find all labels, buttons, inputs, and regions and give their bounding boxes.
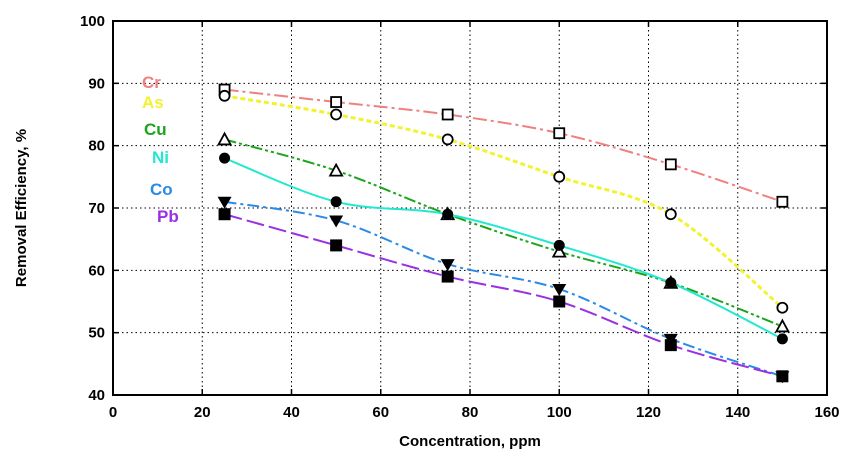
data-point-cu [217,131,233,146]
legend-label-co: Co [150,180,173,199]
legend-label-as: As [142,93,164,112]
series-line-ni [224,157,783,340]
y-tick-label: 50 [88,325,105,342]
data-point-pb [776,370,789,383]
x-tick-label: 140 [725,404,750,421]
series-line-as [224,94,784,309]
data-point-pb [441,270,454,283]
series-lines [224,88,784,378]
x-tick-label: 0 [109,404,117,421]
y-tick-label: 60 [88,262,105,279]
data-point-cr [776,195,789,208]
data-point-co [217,196,232,209]
data-point-pb [330,239,343,252]
data-point-ni [776,333,788,345]
data-point-as [664,208,677,221]
y-tick-label: 40 [88,387,105,404]
data-point-as [330,108,343,121]
y-axis-title: Removal Efficiency, % [13,129,30,287]
legend-label-cu: Cu [144,120,167,139]
series-line-cu [224,138,783,328]
grid [113,21,827,395]
data-point-cu [774,318,790,333]
data-point-cr [553,127,566,140]
x-tick-label: 20 [194,404,211,421]
y-tick-label: 80 [88,138,105,155]
x-tick-label: 100 [547,404,572,421]
data-point-ni [665,277,677,289]
data-point-co [552,284,567,297]
data-point-co [440,259,455,272]
data-point-cr [664,158,677,171]
data-point-pb [664,339,677,352]
data-point-pb [553,295,566,308]
data-point-cu [551,243,567,258]
x-tick-label: 40 [283,404,300,421]
data-point-ni [219,152,231,164]
data-point-as [776,301,789,314]
x-tick-label: 160 [814,404,839,421]
y-tick-label: 100 [80,13,105,30]
data-point-cr [441,108,454,121]
data-point-ni [330,196,342,208]
legend-label-ni: Ni [152,148,169,167]
y-tick-label: 90 [88,75,105,92]
data-point-as [218,89,231,102]
data-point-ni [442,208,454,220]
x-tick-label: 120 [636,404,661,421]
x-tick-label: 60 [372,404,389,421]
data-point-as [553,170,566,183]
data-point-ni [553,239,565,251]
data-markers [217,83,790,384]
legend-label-pb: Pb [157,207,179,226]
data-point-co [329,215,344,228]
series-line-cr [224,88,783,203]
series-line-co [224,200,783,378]
x-tick-label: 80 [462,404,479,421]
y-tick-label: 70 [88,200,105,217]
legend-label-cr: Cr [142,73,161,92]
data-point-cr [330,96,343,108]
axis-ticks: 0 20 40 60 80 100 120 140 160 40 50 60 70 80 90 100 [80,13,840,421]
data-point-pb [218,208,231,221]
x-axis-title: Concentration, ppm [399,433,541,450]
series-line-pb [224,213,783,378]
data-point-as [441,133,454,146]
data-point-cu [328,162,344,177]
